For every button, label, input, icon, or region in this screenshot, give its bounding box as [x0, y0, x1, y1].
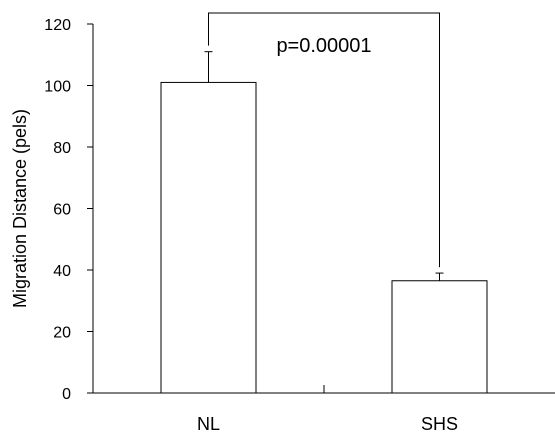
y-tick-label: 20 — [53, 325, 71, 342]
y-tick-label: 0 — [62, 386, 71, 403]
y-tick-label: 120 — [44, 17, 71, 34]
y-tick-label: 80 — [53, 140, 71, 157]
bracket-line — [208, 12, 440, 268]
category-labels: NL SHS — [197, 414, 458, 434]
significance-bracket — [208, 12, 440, 268]
bars — [160, 81, 488, 394]
p-value-annotation: p=0.00001 — [276, 35, 371, 57]
y-tick-label: 40 — [53, 263, 71, 280]
y-tick-label: 100 — [44, 79, 71, 96]
error-bars — [204, 51, 444, 281]
bar-nl — [160, 81, 257, 394]
y-tick-label: 60 — [53, 202, 71, 219]
y-axis-ticks: 0 20 40 60 80 100 120 — [44, 17, 93, 403]
category-label-nl: NL — [197, 414, 220, 434]
y-axis-title: Migration Distance (pels) — [10, 109, 30, 308]
bar-shs — [391, 280, 488, 394]
category-label-shs: SHS — [421, 414, 458, 434]
